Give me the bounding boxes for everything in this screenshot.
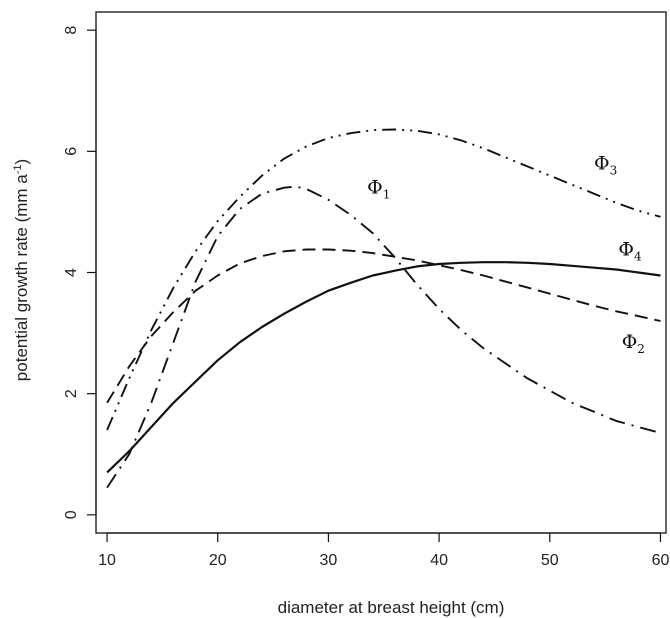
series-label-symbol: Φ: [594, 153, 610, 175]
series-label-symbol: Φ: [622, 331, 638, 353]
series-label-subscript: 3: [610, 164, 618, 178]
y-tick-label: 6: [63, 147, 80, 156]
y-axis: 0 2 4 6 8: [63, 26, 97, 519]
series-label-phi3: Φ3: [594, 153, 617, 178]
series-line-phi4: [106, 261, 661, 474]
series-label-subscript: 1: [383, 188, 391, 202]
y-axis-label-sup: -1: [12, 164, 24, 174]
series-label-phi4: Φ4: [618, 239, 642, 264]
x-tick-label: 50: [541, 552, 559, 569]
series-label-symbol: Φ: [367, 177, 383, 199]
series-label-phi2: Φ2: [622, 331, 645, 356]
series-line-phi3: [106, 128, 661, 431]
series-line-phi1: [106, 185, 661, 489]
x-tick-label: 10: [98, 552, 116, 569]
x-axis-label: diameter at breast height (cm): [278, 598, 505, 617]
y-tick-label: 8: [63, 26, 80, 35]
series-line-phi2: [106, 248, 661, 404]
plot-frame: [95, 11, 667, 534]
series-label-phi1: Φ1: [367, 177, 390, 202]
y-axis-label-close: ): [12, 159, 31, 165]
series-label-subscript: 4: [634, 250, 642, 264]
y-axis-label: potential growth rate (mm a-1): [12, 159, 31, 381]
x-tick-label: 30: [320, 552, 338, 569]
y-axis-label-main: potential growth rate (mm a: [12, 174, 31, 381]
x-axis: 10 20 30 40 50 60: [98, 532, 670, 569]
x-tick-label: 60: [652, 552, 670, 569]
x-tick-label: 20: [209, 552, 227, 569]
y-tick-label: 2: [63, 389, 80, 398]
series-label-subscript: 2: [637, 342, 645, 356]
x-tick-label: 40: [430, 552, 448, 569]
series-label-symbol: Φ: [618, 239, 634, 261]
y-tick-label: 0: [63, 510, 80, 519]
y-tick-label: 4: [63, 268, 80, 277]
series-layer: [106, 128, 661, 489]
